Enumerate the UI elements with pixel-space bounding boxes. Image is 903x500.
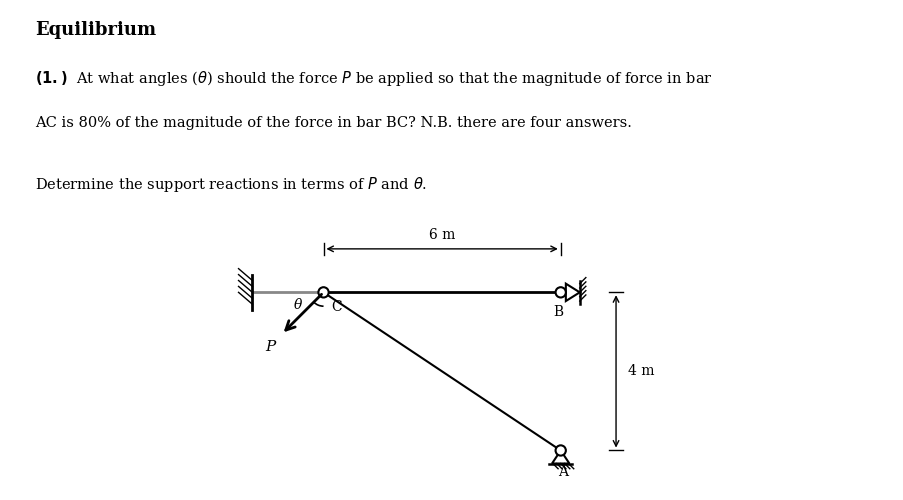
Text: Equilibrium: Equilibrium <box>35 20 156 38</box>
Text: θ: θ <box>293 298 302 312</box>
Circle shape <box>555 446 565 456</box>
Text: A: A <box>557 466 567 479</box>
Text: $\mathbf{(1.)}$  At what angles ($\theta$) should the force $P$ be applied so th: $\mathbf{(1.)}$ At what angles ($\theta$… <box>35 69 712 88</box>
Text: 4 m: 4 m <box>628 364 654 378</box>
Text: C: C <box>331 300 341 314</box>
Text: Determine the support reactions in terms of $P$ and $\theta$.: Determine the support reactions in terms… <box>35 174 427 194</box>
Text: P: P <box>265 340 275 354</box>
Circle shape <box>555 287 565 298</box>
Text: AC is 80% of the magnitude of the force in bar BC? N.B. there are four answers.: AC is 80% of the magnitude of the force … <box>35 116 631 130</box>
Text: 6 m: 6 m <box>428 228 455 242</box>
Text: B: B <box>553 305 563 319</box>
Circle shape <box>318 287 329 298</box>
